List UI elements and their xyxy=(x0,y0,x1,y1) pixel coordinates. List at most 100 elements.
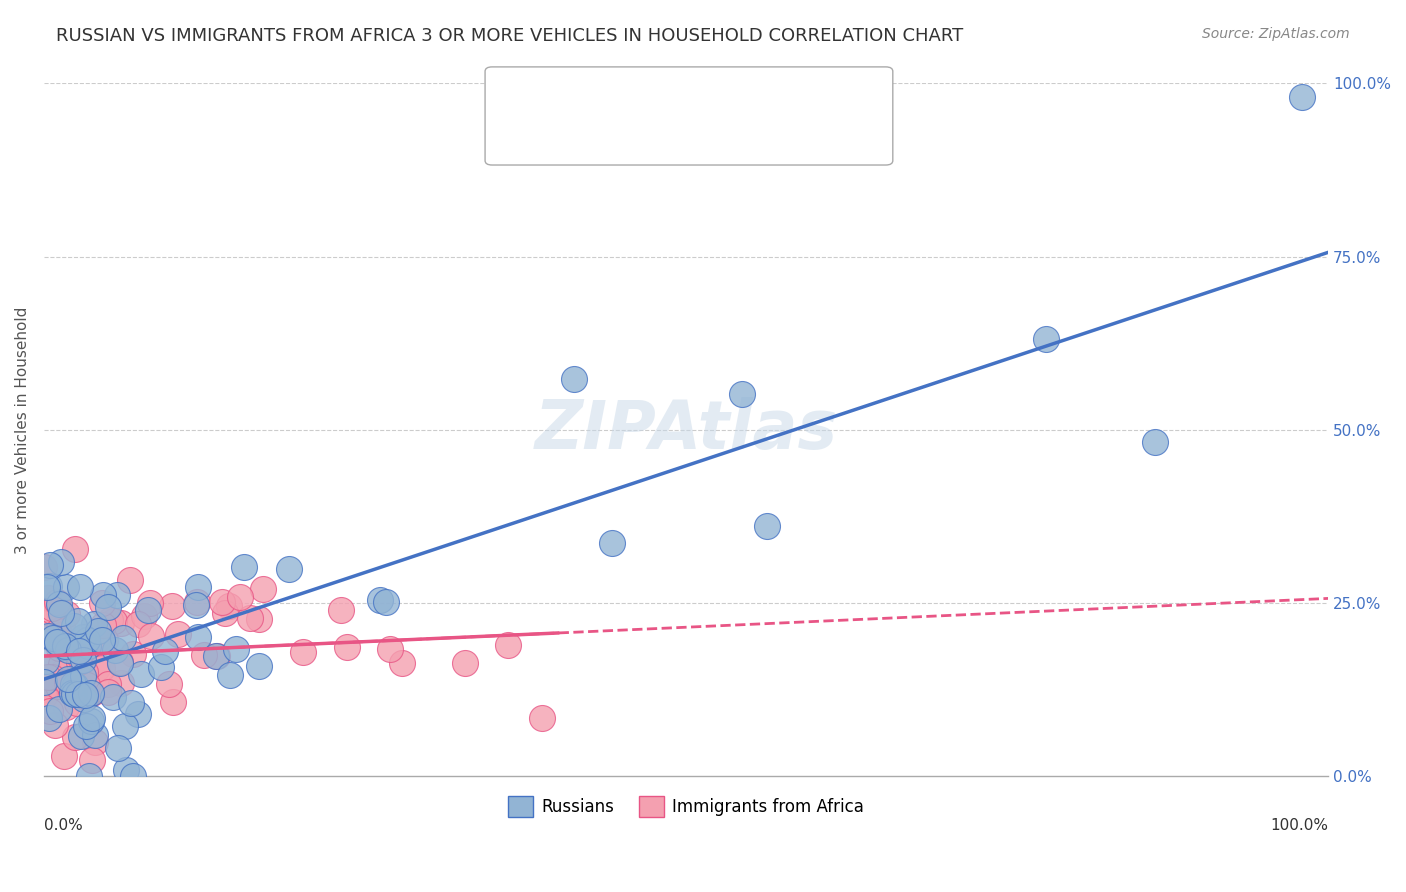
Point xyxy=(76,632,98,647)
Point xyxy=(38,711,60,725)
Text: R = 0.214   N = 88: R = 0.214 N = 88 xyxy=(541,129,711,147)
Point xyxy=(77,639,100,653)
Point xyxy=(91,660,114,674)
Point xyxy=(90,633,112,648)
Point xyxy=(73,665,96,680)
Point xyxy=(56,672,79,686)
Point xyxy=(138,603,160,617)
Point xyxy=(32,689,55,703)
Point xyxy=(120,696,142,710)
Point xyxy=(239,611,262,625)
Point xyxy=(391,657,413,671)
Point xyxy=(187,580,209,594)
Text: 0.0%: 0.0% xyxy=(44,818,83,833)
Point xyxy=(218,599,240,613)
Point xyxy=(77,769,100,783)
Y-axis label: 3 or more Vehicles in Household: 3 or more Vehicles in Household xyxy=(15,306,30,554)
Point xyxy=(37,629,59,643)
Point xyxy=(104,642,127,657)
Point xyxy=(731,386,754,401)
Point xyxy=(70,729,93,743)
Point xyxy=(103,615,125,629)
Point xyxy=(149,659,172,673)
Point xyxy=(63,678,86,692)
Text: RUSSIAN VS IMMIGRANTS FROM AFRICA 3 OR MORE VEHICLES IN HOUSEHOLD CORRELATION CH: RUSSIAN VS IMMIGRANTS FROM AFRICA 3 OR M… xyxy=(56,27,963,45)
Point xyxy=(34,654,56,668)
Point xyxy=(41,604,63,618)
Point xyxy=(94,633,117,648)
Point xyxy=(93,617,115,632)
Point xyxy=(52,748,75,763)
Point xyxy=(98,613,121,627)
Point xyxy=(35,679,58,693)
Point xyxy=(219,668,242,682)
Point xyxy=(48,702,70,716)
Point xyxy=(530,711,553,725)
Point xyxy=(62,676,84,690)
Point xyxy=(107,741,129,756)
Point xyxy=(498,638,520,652)
Point xyxy=(59,684,82,698)
Point xyxy=(73,688,96,702)
Point xyxy=(56,657,79,672)
Point xyxy=(48,680,70,694)
Point xyxy=(80,714,103,728)
Point xyxy=(48,604,70,618)
Point xyxy=(105,588,128,602)
Point xyxy=(67,655,90,669)
Point xyxy=(66,696,89,710)
Point xyxy=(35,686,58,700)
Point xyxy=(38,630,60,644)
Point xyxy=(56,674,79,689)
Point xyxy=(84,735,107,749)
Point xyxy=(162,694,184,708)
Point xyxy=(37,580,59,594)
Text: 100.0%: 100.0% xyxy=(1270,818,1329,833)
Point xyxy=(39,558,62,572)
Point xyxy=(278,562,301,576)
Point xyxy=(69,673,91,687)
Point xyxy=(139,629,162,643)
Point xyxy=(562,372,585,386)
Point xyxy=(41,670,63,684)
Point xyxy=(80,753,103,767)
Point xyxy=(80,686,103,700)
Point xyxy=(45,635,67,649)
Point xyxy=(214,606,236,620)
Point xyxy=(249,612,271,626)
Text: 79: 79 xyxy=(647,94,672,112)
Point xyxy=(72,669,94,683)
Point xyxy=(91,596,114,610)
Point xyxy=(49,554,72,568)
Point xyxy=(55,700,77,714)
Point xyxy=(166,626,188,640)
Point xyxy=(160,599,183,613)
Point xyxy=(67,687,90,701)
Point xyxy=(65,730,87,744)
Point xyxy=(225,641,247,656)
Point xyxy=(67,648,90,663)
Point xyxy=(72,630,94,644)
Point xyxy=(114,719,136,733)
Point xyxy=(247,659,270,673)
Point xyxy=(53,663,76,677)
Point xyxy=(110,616,132,631)
Point xyxy=(60,686,83,700)
Point xyxy=(32,675,55,690)
Point xyxy=(44,718,66,732)
Point xyxy=(46,599,69,613)
Point xyxy=(51,620,73,634)
Point xyxy=(97,599,120,614)
Point xyxy=(86,661,108,675)
Point xyxy=(454,657,477,671)
Point xyxy=(292,645,315,659)
Point xyxy=(153,643,176,657)
Point xyxy=(53,639,76,653)
Point xyxy=(67,614,90,628)
Point xyxy=(48,636,70,650)
Point xyxy=(229,591,252,605)
Point xyxy=(115,763,138,777)
Point xyxy=(46,624,69,638)
Point xyxy=(193,648,215,663)
Point xyxy=(55,607,77,622)
